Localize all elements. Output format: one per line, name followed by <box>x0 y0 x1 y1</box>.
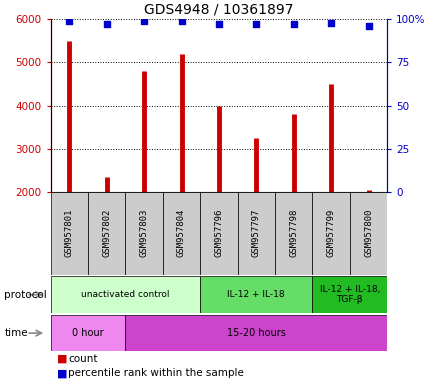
Text: IL-12 + IL-18: IL-12 + IL-18 <box>227 290 285 299</box>
Bar <box>51 192 88 275</box>
Text: GSM957797: GSM957797 <box>252 209 261 257</box>
Bar <box>125 315 387 351</box>
Text: percentile rank within the sample: percentile rank within the sample <box>68 368 244 378</box>
Title: GDS4948 / 10361897: GDS4948 / 10361897 <box>144 3 293 17</box>
Bar <box>51 276 200 313</box>
Text: GSM957798: GSM957798 <box>289 209 298 257</box>
Bar <box>350 192 387 275</box>
Text: GSM957804: GSM957804 <box>177 209 186 257</box>
Bar <box>312 192 350 275</box>
Text: 0 hour: 0 hour <box>72 328 104 338</box>
Bar <box>88 192 125 275</box>
Bar <box>312 276 387 313</box>
Text: GSM957796: GSM957796 <box>214 209 224 257</box>
Text: GSM957803: GSM957803 <box>139 209 149 257</box>
Text: GSM957799: GSM957799 <box>326 209 336 257</box>
Text: GSM957801: GSM957801 <box>65 209 74 257</box>
Bar <box>200 192 238 275</box>
Text: GSM957802: GSM957802 <box>102 209 111 257</box>
Point <box>253 22 260 28</box>
Point <box>66 18 73 24</box>
Point <box>290 22 297 28</box>
Text: count: count <box>68 354 98 364</box>
Bar <box>125 192 163 275</box>
Text: protocol: protocol <box>4 290 47 300</box>
Bar <box>238 192 275 275</box>
Point <box>103 22 110 28</box>
Text: GSM957800: GSM957800 <box>364 209 373 257</box>
Point <box>216 22 223 28</box>
Point <box>327 20 335 26</box>
Text: 15-20 hours: 15-20 hours <box>227 328 286 338</box>
Text: ■: ■ <box>57 368 68 378</box>
Point <box>365 23 372 29</box>
Text: time: time <box>4 328 28 338</box>
Text: ■: ■ <box>57 354 68 364</box>
Bar <box>51 315 125 351</box>
Bar <box>200 276 312 313</box>
Text: IL-12 + IL-18,
TGF-β: IL-12 + IL-18, TGF-β <box>319 285 380 305</box>
Bar <box>163 192 200 275</box>
Bar <box>275 192 312 275</box>
Text: unactivated control: unactivated control <box>81 290 170 299</box>
Point <box>178 18 185 24</box>
Point <box>141 18 148 24</box>
